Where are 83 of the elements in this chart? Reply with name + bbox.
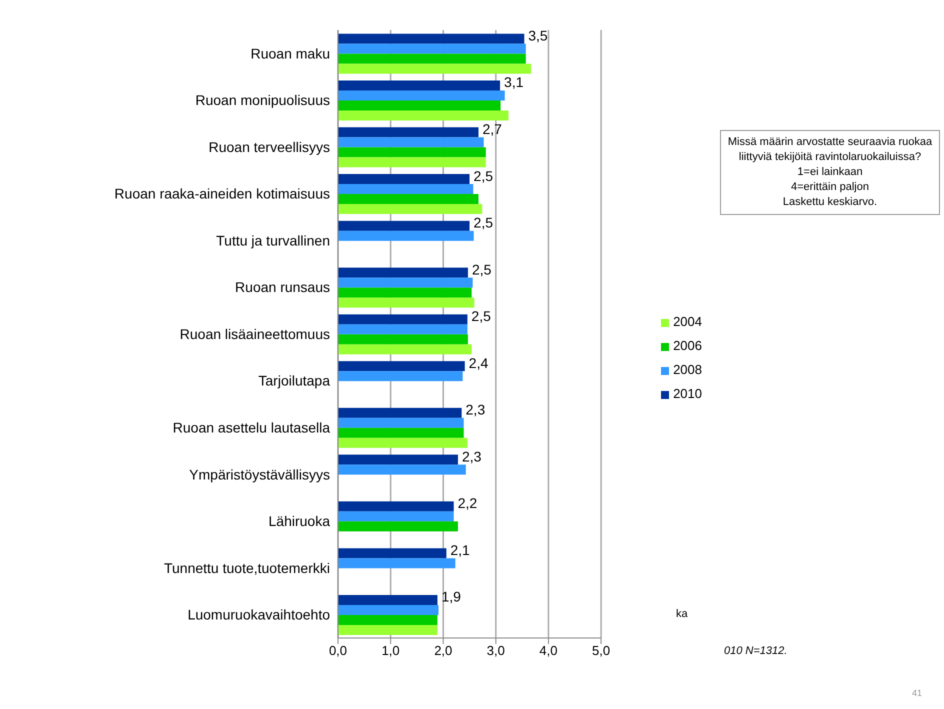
bar (338, 54, 526, 64)
data-label: 2,5 (474, 168, 494, 184)
bar (338, 34, 524, 44)
data-label: 2,5 (471, 308, 492, 324)
data-label: 2,7 (482, 120, 502, 137)
bar (338, 408, 462, 418)
legend-label: 2006 (673, 338, 702, 353)
data-label: 2,3 (462, 448, 482, 464)
y-tick-label: Ruoan raaka-aineiden kotimaisuus (114, 186, 330, 202)
data-label: 2,5 (472, 261, 492, 278)
data-label: 3,1 (504, 74, 524, 90)
y-tick-label: Tarjoilutapa (258, 372, 330, 389)
text: 010 N=1312. (724, 645, 788, 657)
y-tick-label: Tuttu ja turvallinen (216, 232, 330, 248)
y-tick-label: Luomuruokavaihtoehto (188, 606, 330, 623)
x-tick-label: 5,0 (592, 643, 610, 658)
x-tick-label: 0,0 (328, 643, 348, 658)
bar (338, 521, 458, 532)
bar (338, 64, 532, 74)
x-tick-label: 3,0 (486, 643, 505, 658)
bar (338, 100, 501, 111)
bar (338, 438, 468, 448)
bar (338, 90, 505, 101)
bar (338, 80, 500, 91)
legend-label: 2008 (673, 362, 702, 377)
bar (338, 511, 454, 522)
bar (338, 110, 508, 121)
text: ka (676, 608, 688, 620)
bar (338, 288, 472, 298)
bar (338, 624, 438, 635)
bar (338, 454, 458, 465)
data-label: 2,4 (468, 354, 488, 371)
bar (338, 334, 468, 344)
legend-label: 2004 (673, 314, 702, 329)
bar (338, 204, 482, 214)
data-label: 3,5 (528, 27, 548, 44)
data-label: 1,9 (441, 588, 462, 605)
bar (338, 418, 464, 428)
bar (338, 464, 466, 475)
bar (338, 268, 468, 278)
bar (338, 230, 474, 241)
bar (338, 428, 464, 438)
legend-label: 2010 (673, 386, 702, 401)
bar (338, 361, 465, 372)
y-tick-label: Lähiruoka (268, 513, 330, 530)
data-label: 2,3 (466, 402, 486, 418)
bar (338, 324, 468, 334)
y-tick-label: Ruoan asettelu lautasella (172, 420, 330, 436)
x-tick-label: 2,0 (434, 643, 452, 658)
y-tick-label: Ruoan monipuolisuus (195, 92, 330, 108)
bar (338, 604, 438, 615)
y-tick-label: Ruoan lisäaineettomuus (180, 326, 330, 342)
bar (338, 614, 438, 625)
bar (338, 127, 478, 138)
bar (338, 157, 486, 168)
bar (338, 147, 486, 158)
y-tick-label: Ruoan terveellisyys (208, 138, 330, 155)
data-label: 2,5 (474, 214, 494, 231)
bar (338, 548, 446, 558)
bar (338, 314, 468, 324)
bar (338, 174, 470, 184)
x-tick-label: 4,0 (539, 643, 558, 658)
y-tick-label: Tunnettu tuote,tuotemerkki (164, 560, 330, 576)
bar (338, 344, 472, 354)
bar (338, 371, 463, 382)
data-label: 2,1 (450, 542, 470, 558)
bar (338, 44, 526, 54)
text: 41 (912, 688, 922, 698)
y-tick-label: Ympäristöystävällisyys (189, 466, 330, 482)
bar (338, 278, 473, 288)
text: Missä määrin arvostatte seuraavia ruokaa liittyviä tekijöitä ravintolaruokailuissa? 1=ei lainkaan 4=erittäin paljon Laskettu keskiarvo. (720, 130, 940, 215)
y-tick-label: Ruoan maku (250, 45, 330, 62)
bar (338, 184, 474, 194)
bar (338, 298, 474, 308)
data-label: 2,2 (458, 495, 478, 512)
bar (338, 594, 438, 605)
y-tick-label: Ruoan runsaus (235, 279, 330, 296)
bar (338, 220, 470, 231)
bar (338, 501, 454, 512)
bar (338, 558, 456, 568)
bar (338, 137, 484, 148)
bar (338, 194, 478, 204)
x-tick-label: 1,0 (382, 643, 400, 658)
